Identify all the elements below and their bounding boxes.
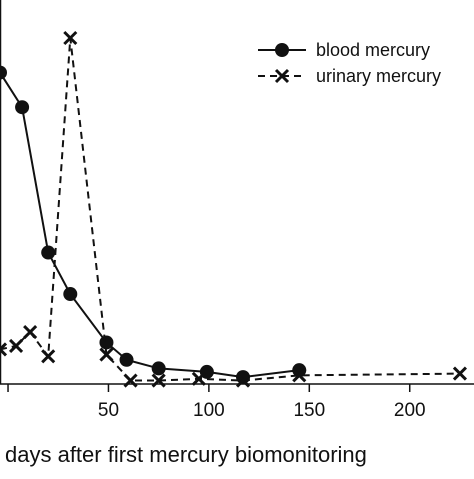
legend-blood-label: blood mercury [316,40,430,60]
axes: 50 100 150 200 [0,0,474,421]
blood-mercury-point [99,335,114,350]
urinary-mercury-point [9,338,24,354]
blood-mercury-point [0,65,7,80]
urinary-mercury-point [41,349,56,364]
blood-mercury-point [15,100,30,115]
x-tick-label: 50 [98,400,119,421]
legend: blood mercury urinary mercury [258,40,441,86]
legend-blood-marker [275,43,289,57]
urinary-mercury-point [292,368,307,383]
urinary-mercury-point [99,347,114,362]
urinary-mercury-point [151,373,166,388]
urinary-mercury-point [0,342,8,357]
urinary-mercury-point [123,373,138,388]
blood-mercury-point [41,245,56,260]
blood-mercury-line [0,72,300,379]
urinary-mercury-line [0,37,460,382]
urinary-mercury-point [235,373,251,388]
legend-urinary-marker [274,68,290,84]
urinary-mercury-point [63,30,78,46]
x-axis-label: days after first mercury biomonitoring [5,442,367,467]
blood-mercury-point [63,287,78,302]
urinary-mercury-point [452,366,468,381]
legend-urinary-label: urinary mercury [316,66,441,86]
urinary-mercury-point [191,371,206,386]
x-tick-label: 200 [394,400,426,421]
blood-mercury-point [151,361,166,376]
series-layer [0,30,468,388]
x-tick-label: 150 [293,400,325,421]
urinary-mercury-point [23,325,38,340]
blood-mercury-point [119,352,134,367]
x-tick-label: 100 [193,400,225,421]
